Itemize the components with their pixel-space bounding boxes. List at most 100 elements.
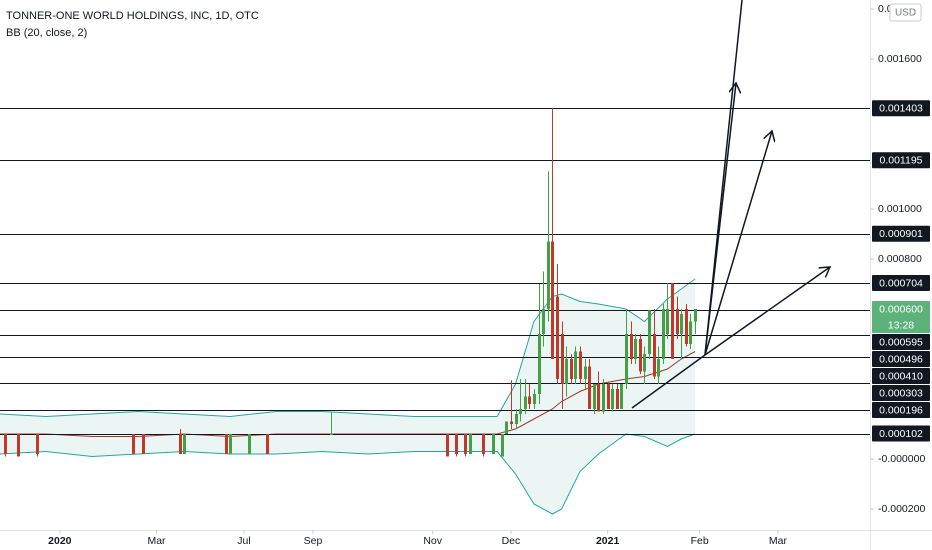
candle-body xyxy=(515,414,518,424)
candle-body xyxy=(482,434,485,454)
candle-body xyxy=(584,366,587,379)
candle-body xyxy=(602,384,605,412)
y-tick-label: 0.001000 xyxy=(878,203,922,215)
candle-body xyxy=(542,309,545,334)
candle-body xyxy=(556,296,559,379)
candle-body xyxy=(524,396,527,409)
candle-body xyxy=(142,434,145,454)
candle-body xyxy=(657,359,660,377)
x-tick-label: Mar xyxy=(769,535,788,547)
x-tick-label: Dec xyxy=(502,535,521,547)
candle-body xyxy=(597,384,600,412)
currency-label: USD xyxy=(895,8,916,19)
x-tick-label: Feb xyxy=(691,535,709,547)
band-fill xyxy=(0,279,696,514)
level-label: 0.000496 xyxy=(879,353,923,365)
candle-body xyxy=(17,434,20,457)
candle-body xyxy=(666,309,669,334)
candle-body xyxy=(229,434,232,454)
indicator-label: BB (20, close, 2) xyxy=(6,27,87,39)
x-tick-label: Nov xyxy=(423,535,442,547)
last-price-label: 0.000600 xyxy=(879,303,923,315)
y-tick-label: 0.000800 xyxy=(878,253,922,265)
level-label: 0.000704 xyxy=(879,277,923,289)
candle-body xyxy=(611,389,614,409)
candle-body xyxy=(501,434,504,457)
candle-body xyxy=(469,434,472,454)
level-label-box xyxy=(872,275,930,291)
candle-body xyxy=(685,309,688,344)
level-label-box xyxy=(872,351,930,367)
trend-line xyxy=(631,354,706,409)
currency-box xyxy=(889,3,922,22)
candle-body xyxy=(225,434,228,454)
candle-body xyxy=(607,384,610,409)
candle-body xyxy=(266,434,269,454)
candle-body xyxy=(639,339,642,372)
candle-body xyxy=(616,389,619,409)
level-label: 0.000595 xyxy=(879,336,923,348)
candle-body xyxy=(492,434,495,454)
x-tick-label: 2020 xyxy=(48,535,72,547)
y-tick-label: -0.000000 xyxy=(878,453,925,465)
level-label: 0.000303 xyxy=(879,387,923,399)
candle-body xyxy=(694,309,697,322)
candle-body xyxy=(510,421,513,424)
countdown-label: 13:28 xyxy=(888,319,914,331)
level-label: 0.000196 xyxy=(879,404,923,416)
x-tick-label: Sep xyxy=(304,535,323,547)
x-tick-label: Jul xyxy=(237,535,250,547)
trend-drawings xyxy=(631,0,830,409)
level-label: 0.001403 xyxy=(879,103,923,115)
candle-body xyxy=(36,434,39,454)
candle-body xyxy=(4,434,7,454)
projection-arrow xyxy=(704,267,830,356)
candle-body xyxy=(648,310,651,354)
level-label-box xyxy=(872,334,930,350)
y-tick-label: -0.000200 xyxy=(878,503,925,515)
last-price-box xyxy=(872,301,930,333)
level-label-box xyxy=(872,368,930,384)
candle-body xyxy=(570,359,573,379)
level-label-box xyxy=(872,402,930,418)
candle-body xyxy=(464,434,467,454)
band-upper xyxy=(0,278,696,418)
level-label-box xyxy=(872,100,930,117)
candle-body xyxy=(634,339,637,359)
level-label: 0.001195 xyxy=(879,155,922,167)
candle-body xyxy=(179,434,182,454)
candle-body xyxy=(519,409,522,414)
x-tick-label: 2021 xyxy=(596,535,620,547)
candle-body xyxy=(643,354,646,372)
candle-body xyxy=(588,366,591,409)
candle-body xyxy=(579,351,582,379)
candle-body xyxy=(676,309,679,334)
candle-body xyxy=(671,283,674,359)
candle-body xyxy=(505,421,508,434)
plot-area xyxy=(0,108,870,515)
axes: 0.0018000.0016000.0010000.000800-0.00000… xyxy=(48,3,930,547)
y-tick-label: 0.001600 xyxy=(878,53,922,65)
candle-body xyxy=(620,384,623,409)
candle-body xyxy=(132,434,135,454)
candle-body xyxy=(653,334,656,377)
projection-arrow xyxy=(704,131,772,356)
level-label-box xyxy=(872,385,930,401)
candle-body xyxy=(593,384,596,409)
candle-body xyxy=(528,396,531,404)
candle-body xyxy=(533,394,536,404)
x-tick-label: Mar xyxy=(147,535,166,547)
candle-body xyxy=(574,351,577,379)
chart-title: TONNER-ONE WORLD HOLDINGS, INC, 1D, OTC xyxy=(6,10,259,22)
candle-body xyxy=(625,334,628,384)
candle-body xyxy=(183,434,186,454)
candle-body xyxy=(248,434,251,454)
candle-body xyxy=(538,334,541,394)
level-label-box xyxy=(872,152,930,169)
candle-body xyxy=(689,321,692,344)
candle-body xyxy=(630,334,633,359)
level-label: 0.000901 xyxy=(879,228,923,240)
level-label-box xyxy=(872,425,930,442)
